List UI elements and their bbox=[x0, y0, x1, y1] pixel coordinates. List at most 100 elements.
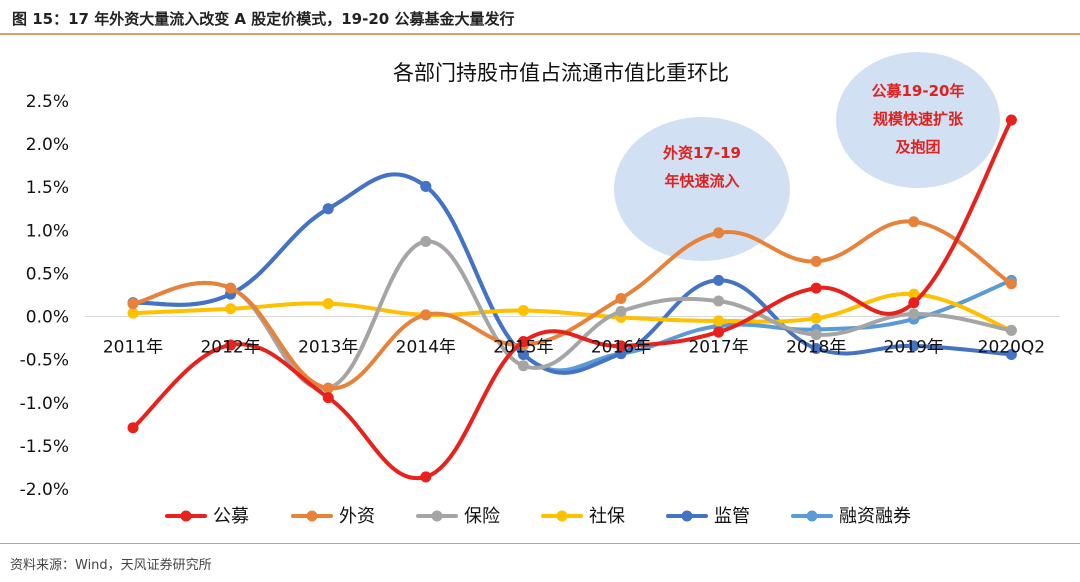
legend-swatch-marker bbox=[681, 510, 693, 522]
data-point bbox=[322, 382, 334, 394]
y-tick-label: -0.5% bbox=[20, 351, 69, 371]
data-point bbox=[810, 312, 822, 324]
data-point bbox=[810, 329, 822, 341]
data-point bbox=[615, 305, 627, 317]
data-point bbox=[322, 298, 334, 310]
data-point bbox=[1005, 114, 1017, 126]
data-point bbox=[225, 339, 237, 351]
data-point bbox=[517, 336, 529, 348]
line-chart: 各部门持股市值占流通市值比重环比 2.5% 2.0% 1.5% 1.0% 0.5% 0.0… bbox=[20, 52, 1060, 527]
data-point bbox=[127, 307, 139, 319]
annotation-line: 及抱团 bbox=[895, 138, 940, 156]
legend-item-5: 监管 bbox=[666, 506, 750, 527]
annotation-bubbles bbox=[614, 52, 1000, 261]
legend-item-3: 保险 bbox=[416, 506, 500, 527]
data-point bbox=[420, 180, 432, 192]
y-tick-label: -2.0% bbox=[20, 480, 69, 500]
data-point bbox=[908, 288, 920, 300]
annotations: 外资17-19 年快速流入 公募19-20年规模快速扩张及抱团 bbox=[662, 82, 964, 190]
data-point bbox=[127, 422, 139, 434]
annotation-line: 年快速流入 bbox=[664, 172, 739, 190]
data-point bbox=[420, 471, 432, 483]
data-point bbox=[908, 297, 920, 309]
x-tick-label: 2011年 bbox=[103, 338, 163, 358]
y-tick-label: 2.0% bbox=[26, 135, 69, 155]
data-point bbox=[810, 342, 822, 354]
legend-swatch-marker bbox=[806, 510, 818, 522]
data-point bbox=[225, 303, 237, 315]
series-line bbox=[131, 172, 1014, 375]
legend-item-2: 外资 bbox=[291, 506, 375, 527]
x-tick-label: 2013年 bbox=[298, 338, 358, 358]
annotation-bubble-1 bbox=[614, 117, 790, 261]
annotation-bubble-2 bbox=[836, 52, 1000, 188]
data-point bbox=[713, 315, 725, 327]
footer-rule bbox=[0, 543, 1080, 544]
annotation-line: 外资17-19 bbox=[662, 144, 741, 162]
y-tick-label: -1.0% bbox=[20, 394, 69, 414]
x-tick-label: 2016年 bbox=[591, 338, 651, 358]
data-point bbox=[517, 348, 529, 360]
x-axis: 2011年 2012年 2013年 2014年 2015年 2016年 2017年 2018年… bbox=[103, 338, 1045, 358]
data-point bbox=[908, 216, 920, 228]
y-tick-label: 0.0% bbox=[26, 308, 69, 328]
x-tick-label: 2014年 bbox=[396, 338, 456, 358]
data-point bbox=[713, 227, 725, 239]
legend-swatch-marker bbox=[431, 510, 443, 522]
series-1 bbox=[127, 114, 1017, 483]
data-point bbox=[1005, 348, 1017, 360]
y-tick-label: 1.5% bbox=[26, 178, 69, 198]
data-point bbox=[517, 360, 529, 372]
legend-swatch-marker bbox=[180, 510, 192, 522]
x-tick-label: 2012年 bbox=[200, 338, 260, 358]
y-tick-label: 2.5% bbox=[26, 92, 69, 112]
legend-swatch-marker bbox=[306, 510, 318, 522]
chart-title: 各部门持股市值占流通市值比重环比 bbox=[393, 61, 729, 85]
x-tick-label: 2017年 bbox=[688, 338, 748, 358]
data-point bbox=[322, 203, 334, 215]
data-point bbox=[615, 292, 627, 304]
y-axis: 2.5% 2.0% 1.5% 1.0% 0.5% 0.0% -0.5% -1.0% -1.5% -… bbox=[20, 92, 69, 500]
legend-swatch-marker bbox=[556, 510, 568, 522]
data-point bbox=[420, 236, 432, 248]
header-rule bbox=[0, 33, 1080, 35]
legend-label: 保险 bbox=[464, 506, 500, 527]
legend-label: 监管 bbox=[714, 506, 750, 527]
data-point bbox=[713, 326, 725, 338]
legend-label: 融资融券 bbox=[839, 506, 911, 527]
data-point bbox=[517, 305, 529, 317]
series-line bbox=[131, 172, 1014, 373]
data-point bbox=[908, 340, 920, 352]
data-point bbox=[1005, 278, 1017, 290]
y-tick-label: 0.5% bbox=[26, 264, 69, 284]
legend-item-4: 社保 bbox=[541, 506, 625, 527]
data-point bbox=[713, 274, 725, 286]
source-note: 资料来源：Wind，天风证券研究所 bbox=[10, 558, 212, 573]
data-point bbox=[225, 282, 237, 294]
y-tick-label: -1.5% bbox=[20, 437, 69, 457]
y-tick-label: 1.0% bbox=[26, 221, 69, 241]
data-point bbox=[810, 255, 822, 267]
legend-label: 外资 bbox=[339, 506, 375, 527]
annotation-text-2: 公募19-20年规模快速扩张及抱团 bbox=[872, 82, 965, 156]
series-line bbox=[131, 118, 1014, 481]
legend-label: 社保 bbox=[589, 506, 625, 527]
annotation-line: 公募19-20年 bbox=[872, 82, 965, 100]
legend-item-1: 公募 bbox=[165, 506, 249, 527]
data-point bbox=[1005, 324, 1017, 336]
series-line bbox=[131, 219, 1014, 391]
data-point bbox=[908, 308, 920, 320]
legend-item-6: 融资融券 bbox=[791, 506, 911, 527]
legend-label: 公募 bbox=[213, 506, 249, 527]
data-point bbox=[322, 392, 334, 404]
data-point bbox=[713, 295, 725, 307]
x-tick-label: 2015年 bbox=[493, 338, 553, 358]
annotation-line: 规模快速扩张 bbox=[873, 110, 964, 128]
data-point bbox=[615, 348, 627, 360]
data-point bbox=[615, 340, 627, 352]
series-group bbox=[127, 114, 1017, 483]
x-tick-label: 2020Q2 bbox=[978, 338, 1045, 358]
x-tick-label: 2018年 bbox=[786, 338, 846, 358]
legend: 公募 外资 保险 社保 监管 融资融券 bbox=[165, 506, 911, 527]
report-header: 图 15：17 年外资大量流入改变 A 股定价模式，19-20 公募基金大量发行 bbox=[0, 0, 1080, 34]
